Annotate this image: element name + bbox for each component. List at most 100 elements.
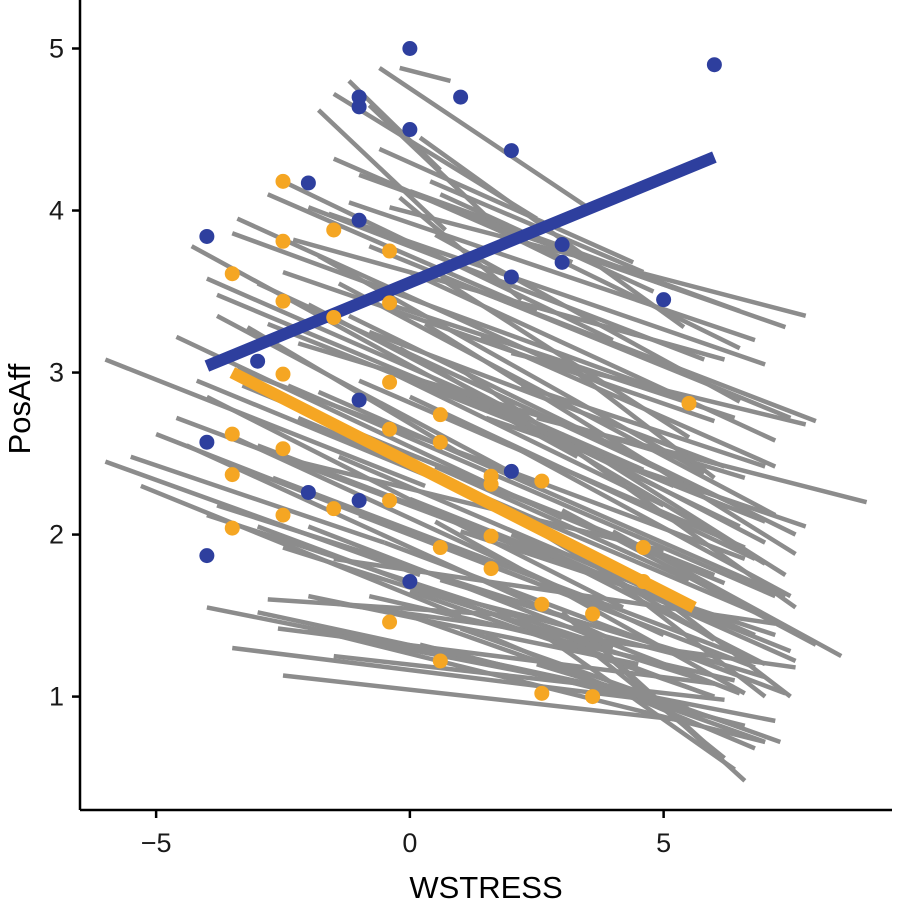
individual-line — [378, 146, 635, 265]
individual-line — [510, 532, 797, 663]
data-point-series-2 — [382, 243, 398, 259]
data-point-series-2 — [275, 507, 291, 523]
data-point-series-1 — [351, 99, 367, 115]
individual-line — [398, 195, 523, 302]
data-point-series-1 — [351, 212, 367, 228]
individual-line — [272, 475, 756, 664]
individual-line — [399, 65, 452, 84]
individual-line — [282, 545, 716, 686]
data-point-series-1 — [503, 463, 519, 479]
individual-line — [536, 415, 868, 505]
data-point-series-1 — [300, 175, 316, 191]
x-tick-label: −5 — [141, 828, 172, 858]
data-points — [199, 41, 722, 705]
y-tick-label: 3 — [49, 358, 64, 388]
individual-line — [510, 443, 792, 599]
individual-line — [383, 367, 665, 508]
individual-line — [297, 459, 665, 553]
data-point-series-2 — [382, 295, 398, 311]
individual-line — [140, 483, 462, 618]
individual-line — [490, 224, 741, 351]
data-point-series-2 — [483, 528, 499, 544]
individual-line — [348, 200, 756, 343]
individual-line — [266, 192, 538, 314]
data-point-series-1 — [503, 269, 519, 285]
data-point-series-2 — [326, 222, 342, 238]
y-tick-label: 2 — [49, 520, 64, 550]
data-point-series-2 — [483, 476, 499, 492]
data-point-series-2 — [483, 561, 499, 577]
individual-line — [439, 192, 655, 294]
data-point-series-2 — [432, 407, 448, 423]
data-point-series-2 — [534, 473, 550, 489]
individual-line — [611, 659, 747, 783]
data-point-series-1 — [503, 143, 519, 159]
ticks: 1 2 3 4 5 −5 0 5 — [49, 34, 671, 858]
individual-line — [469, 286, 817, 424]
data-point-series-2 — [635, 574, 651, 590]
data-point-series-2 — [585, 606, 601, 622]
data-point-series-2 — [432, 540, 448, 556]
individual-line — [130, 454, 386, 545]
data-point-series-1 — [453, 89, 469, 105]
individual-line — [282, 673, 690, 724]
y-tick-label: 1 — [49, 682, 64, 712]
individual-line — [327, 211, 766, 367]
individual-line — [104, 357, 426, 489]
individual-line — [332, 91, 538, 221]
individual-line — [231, 645, 690, 707]
individual-line — [383, 540, 787, 696]
individual-line — [287, 383, 777, 599]
individual-line — [388, 302, 736, 421]
data-point-series-1 — [402, 574, 418, 590]
individual-line — [358, 432, 716, 578]
data-point-series-2 — [382, 421, 398, 437]
data-point-series-2 — [534, 596, 550, 612]
data-point-series-1 — [402, 41, 418, 57]
y-tick-label: 5 — [49, 34, 64, 64]
data-point-series-1 — [199, 548, 215, 564]
individual-line — [216, 503, 563, 618]
individual-line — [333, 653, 725, 703]
data-point-series-2 — [635, 540, 651, 556]
individual-line — [636, 578, 792, 699]
data-point-series-2 — [326, 309, 342, 325]
data-point-series-1 — [656, 292, 672, 308]
individual-line — [408, 394, 756, 561]
individual-line — [536, 662, 741, 728]
data-point-series-2 — [275, 441, 291, 457]
x-tick-label: 0 — [402, 828, 417, 858]
data-point-series-2 — [275, 173, 291, 189]
individual-line — [469, 394, 741, 529]
data-point-series-2 — [382, 493, 398, 509]
axes — [78, 0, 892, 812]
x-tick-label: 5 — [656, 828, 671, 858]
data-point-series-2 — [382, 374, 398, 390]
data-point-series-2 — [432, 653, 448, 669]
individual-line — [434, 464, 690, 582]
individual-line — [307, 524, 741, 696]
data-point-series-2 — [275, 366, 291, 382]
data-point-series-2 — [534, 685, 550, 701]
data-point-series-1 — [402, 122, 418, 138]
data-point-series-2 — [275, 293, 291, 309]
individual-lines — [104, 65, 868, 783]
data-point-series-2 — [224, 467, 240, 483]
data-point-series-2 — [681, 395, 697, 411]
fit-line-1 — [204, 151, 717, 372]
individual-line — [485, 415, 807, 529]
data-point-series-1 — [199, 434, 215, 450]
data-point-series-2 — [326, 501, 342, 517]
individual-line — [307, 205, 706, 362]
data-point-series-1 — [706, 57, 722, 73]
data-point-series-2 — [585, 689, 601, 705]
data-point-series-1 — [351, 493, 367, 509]
individual-line — [510, 350, 807, 427]
data-point-series-2 — [224, 266, 240, 282]
data-point-series-2 — [224, 426, 240, 442]
data-point-series-1 — [554, 254, 570, 270]
individual-line — [378, 66, 589, 210]
data-point-series-1 — [199, 228, 215, 244]
individual-line — [316, 108, 447, 232]
